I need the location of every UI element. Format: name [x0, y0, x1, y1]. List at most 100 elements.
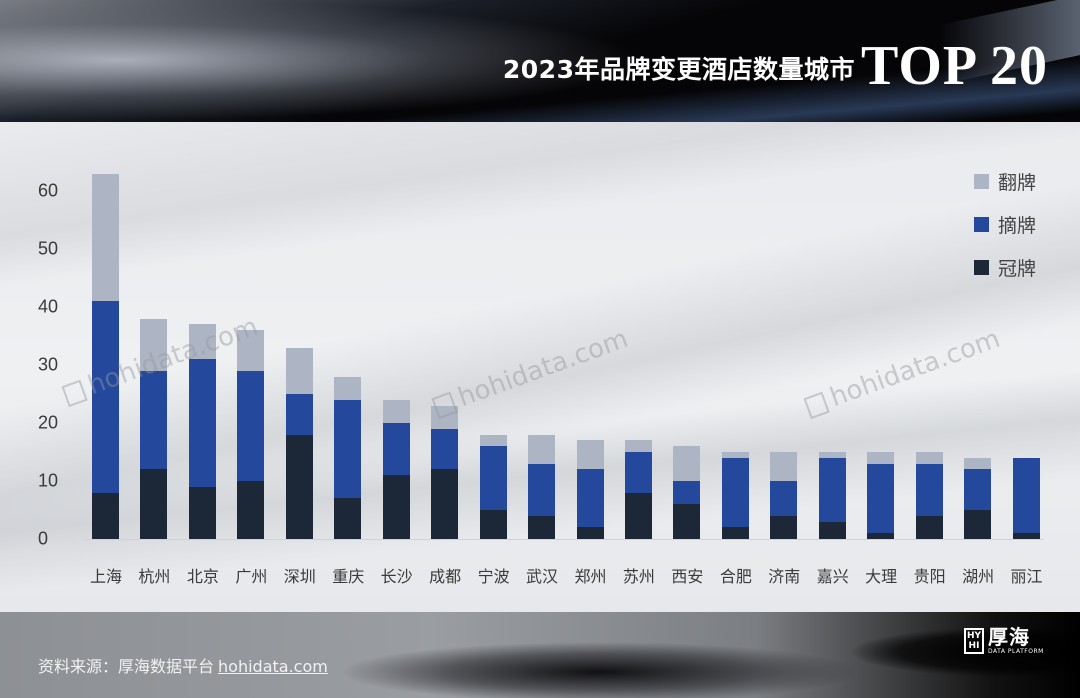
bar-segment-0	[673, 504, 701, 539]
bar-segment-1	[140, 370, 168, 470]
x-axis-label: 杭州	[138, 567, 171, 586]
footer: 资料来源：厚海数据平台 hohidata.com HY HI 厚海 DATA PL…	[0, 612, 1080, 698]
bar-segment-1	[188, 359, 216, 487]
bar-segment-2	[285, 347, 313, 394]
bar-segment-2	[382, 399, 410, 423]
bar-segment-0	[1012, 533, 1040, 539]
x-axis-label: 丽江	[1010, 567, 1043, 586]
bar-segment-1	[92, 301, 119, 493]
bar-segment-1	[382, 423, 410, 476]
x-axis-label: 郑州	[574, 567, 607, 586]
bar-segment-1	[770, 481, 798, 516]
bar-segment-2	[818, 452, 846, 458]
bar-segment-1	[867, 463, 895, 534]
y-axis-tick: 20	[38, 412, 59, 433]
bar-segment-0	[285, 434, 313, 539]
bar-segment-2	[431, 405, 459, 429]
bar-segment-0	[915, 515, 943, 539]
legend-item-fanpai: 翻牌	[974, 160, 1036, 203]
x-axis-label: 济南	[768, 567, 801, 586]
legend-item-zhaipai: 摘牌	[974, 203, 1036, 246]
source-label: 资料来源：厚海数据平台	[38, 657, 215, 676]
x-axis-label: 合肥	[719, 567, 752, 586]
x-axis-label: 武汉	[526, 567, 559, 586]
bar-segment-2	[915, 452, 943, 464]
y-axis-tick: 30	[38, 354, 59, 375]
source-link[interactable]: hohidata.com	[218, 657, 328, 676]
legend-label: 翻牌	[998, 172, 1037, 194]
bar-segment-1	[1012, 457, 1040, 534]
x-axis-label: 北京	[186, 567, 219, 586]
bar-segment-0	[479, 510, 507, 539]
hohi-logo-icon: HY HI	[964, 627, 984, 654]
bar-segment-0	[721, 527, 749, 539]
legend-swatch-fanpai	[974, 174, 989, 189]
bar-segment-1	[528, 463, 556, 516]
bar-segment-1	[576, 469, 604, 528]
x-axis-label: 长沙	[380, 567, 413, 586]
bar-segment-1	[964, 469, 992, 510]
y-axis-tick: 50	[38, 238, 59, 259]
bar-segment-0	[382, 475, 410, 539]
bar-segment-0	[237, 481, 265, 539]
bar-segment-2	[721, 452, 749, 458]
x-axis-label: 上海	[89, 567, 122, 586]
bar-segment-2	[770, 452, 798, 481]
bar-segment-1	[721, 457, 749, 528]
x-axis-label: 苏州	[622, 567, 655, 586]
bar-segment-2	[624, 440, 652, 452]
y-axis-tick: 0	[38, 528, 49, 549]
x-axis-label: 广州	[235, 567, 268, 586]
bar-segment-1	[818, 457, 846, 522]
legend-label: 摘牌	[998, 215, 1037, 237]
bar-segment-0	[92, 492, 119, 539]
x-axis-label: 湖州	[962, 567, 995, 586]
bar-segment-0	[431, 469, 459, 539]
bar-segment-0	[770, 515, 798, 539]
chart-title: 2023年品牌变更酒店数量城市 TOP 20	[503, 38, 1048, 94]
bar-segment-0	[964, 510, 992, 539]
bar-segment-0	[140, 469, 168, 539]
bar-segment-2	[673, 446, 701, 481]
bar-segment-1	[915, 463, 943, 516]
logo-english: DATA PLATFORM	[988, 648, 1044, 655]
x-axis-line	[84, 539, 1044, 540]
x-axis-label: 西安	[671, 567, 704, 586]
legend-label: 冠牌	[998, 258, 1037, 280]
bar-segment-2	[140, 318, 168, 371]
title-chinese: 2023年品牌变更酒店数量城市	[502, 55, 855, 84]
x-axis-label: 成都	[429, 567, 462, 586]
x-axis-label: 大理	[865, 567, 898, 586]
bar-segment-2	[334, 376, 362, 400]
bar-segment-0	[624, 492, 652, 539]
y-axis-tick: 40	[38, 296, 59, 317]
bar-segment-2	[479, 434, 507, 447]
legend-item-guanpai: 冠牌	[974, 246, 1036, 289]
bar-segment-1	[624, 452, 652, 493]
bar-segment-2	[528, 434, 556, 464]
bar-segment-0	[528, 515, 556, 539]
bar-segment-2	[92, 173, 119, 302]
x-axis-label: 贵阳	[913, 567, 946, 586]
data-source: 资料来源：厚海数据平台 hohidata.com	[38, 653, 328, 677]
bar-segment-2	[576, 440, 604, 470]
bar-segment-0	[334, 498, 362, 539]
bar-segment-0	[818, 521, 846, 539]
brand-logo: HY HI 厚海 DATA PLATFORM	[964, 626, 1044, 655]
bar-segment-0	[867, 533, 895, 539]
chart-legend: 翻牌 摘牌 冠牌	[974, 160, 1036, 289]
bar-segment-2	[964, 457, 992, 470]
x-axis-label: 重庆	[332, 567, 365, 586]
bar-segment-1	[237, 370, 265, 481]
title-top20: TOP 20	[860, 35, 1048, 97]
bar-segment-1	[285, 394, 313, 435]
bar-segment-1	[479, 446, 507, 510]
bar-segment-2	[188, 324, 216, 360]
bar-segment-1	[334, 399, 362, 499]
x-axis-label: 宁波	[477, 567, 510, 586]
y-axis-tick: 60	[38, 180, 59, 201]
header-banner: 2023年品牌变更酒店数量城市 TOP 20	[0, 0, 1080, 122]
bar-segment-1	[431, 428, 459, 470]
y-axis-tick: 10	[38, 470, 59, 491]
bar-segment-2	[237, 330, 265, 371]
